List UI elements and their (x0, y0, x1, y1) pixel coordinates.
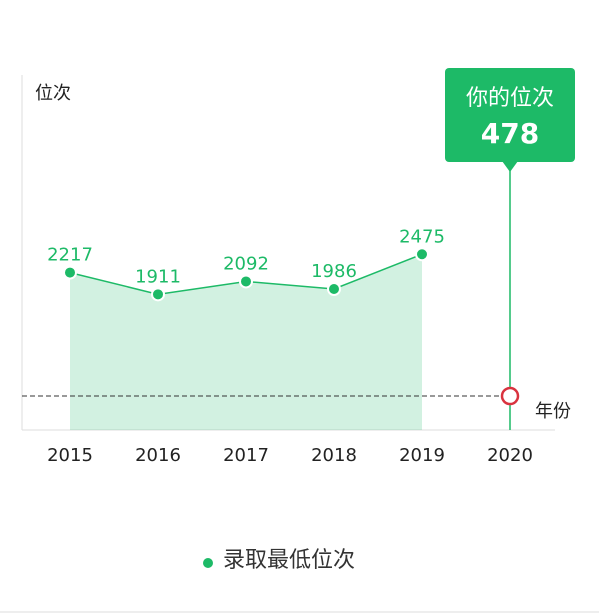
point (327, 281, 341, 296)
x-tick-label: 2019 (399, 445, 445, 466)
x-tick-label: 2018 (311, 445, 357, 466)
callout-pointer (502, 161, 518, 172)
x-tick-label: 2016 (135, 445, 181, 466)
point (151, 287, 165, 302)
point (63, 265, 77, 280)
point (415, 247, 429, 262)
x-tick-label: 2017 (223, 445, 269, 466)
x-tick-label: 2020 (487, 445, 533, 466)
data-label: 1911 (135, 266, 181, 287)
data-label: 2092 (223, 253, 269, 274)
callout-value: 478 (481, 117, 539, 150)
callout-box (445, 68, 575, 162)
marker-point (500, 386, 520, 406)
point (239, 274, 253, 289)
x-tick-label: 2015 (47, 445, 93, 466)
data-label: 2475 (399, 226, 445, 247)
x-axis-label: 年份 (535, 401, 571, 422)
callout-label: 你的位次 (466, 86, 554, 111)
legend-label: 录取最低位次 (223, 548, 355, 573)
data-label: 2217 (47, 245, 93, 266)
data-label: 1986 (311, 261, 357, 282)
legend-dot (203, 558, 213, 568)
y-axis-label: 位次 (35, 83, 71, 104)
